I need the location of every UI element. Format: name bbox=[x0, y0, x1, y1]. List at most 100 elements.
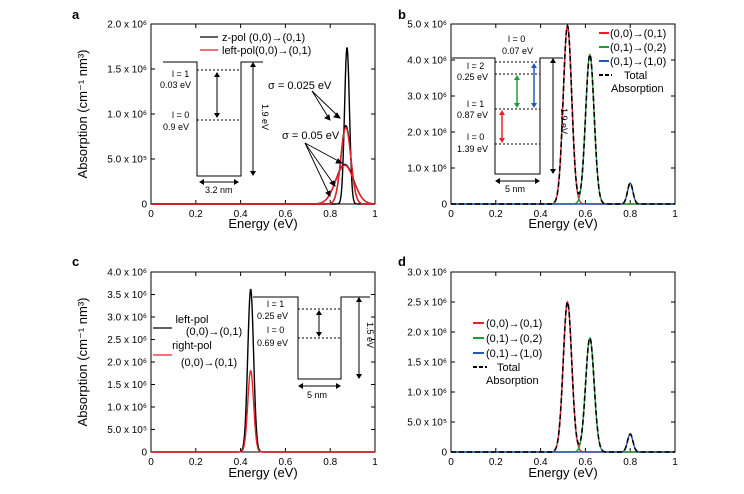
y-tick-label: 3.0 x 10⁶ bbox=[407, 92, 447, 103]
panel-b-axes: 0 0.2 0.4 0.6 0.8 1 0 1.0 x 10⁶ 2.0 x 10⁶ 3.0 x 1… bbox=[407, 20, 678, 221]
panel-c-xlabel: Energy (eV) bbox=[228, 465, 297, 480]
inset-a-level-0: l = 0 bbox=[172, 110, 189, 120]
x-tick-label: 0.4 bbox=[234, 457, 248, 468]
panel-c-curves bbox=[151, 288, 375, 453]
y-tick-label: 3.5 x 10⁶ bbox=[107, 290, 147, 301]
legend-label-c-2a: right-pol bbox=[172, 340, 212, 352]
x-tick-label: 0.6 bbox=[278, 209, 292, 220]
inset-a: l = 1 0.03 eV l = 0 0.9 eV 1.9 eV 3.2 nm bbox=[160, 61, 270, 195]
x-tick-label: 0.4 bbox=[534, 457, 548, 468]
series-line-total bbox=[451, 300, 675, 453]
panel-a-label: a bbox=[72, 7, 80, 22]
panel-d-label: d bbox=[398, 254, 406, 269]
inset-b-width: 5 nm bbox=[505, 184, 525, 194]
x-tick-label: 0.8 bbox=[623, 209, 637, 220]
legend-label-zpol: z-pol (0,0)→(0,1) bbox=[222, 32, 305, 44]
legend-label-leftpol: left-pol(0,0)→(0,1) bbox=[222, 45, 311, 57]
series-line-5 bbox=[151, 164, 376, 205]
inset-a-level-1: l = 1 bbox=[172, 69, 189, 79]
annotation-arrows-a bbox=[304, 90, 344, 197]
panel-a-ylabel: Absorption (cm⁻¹ nm³) bbox=[75, 50, 90, 179]
x-tick-label: 1 bbox=[372, 209, 378, 220]
inset-c-energy-0: 0.69 eV bbox=[257, 338, 288, 348]
legend-label-c-2b: (0,0)→(0,1) bbox=[181, 357, 237, 369]
legend-label-c-1a: left-pol bbox=[175, 314, 208, 326]
panel-b-xlabel: Energy (eV) bbox=[528, 216, 597, 231]
panel-a-axes: 0 0.2 0.4 0.6 0.8 1 0 5.0 x 10⁵ 1.0 x 10⁶ 1.5 x 1… bbox=[107, 20, 378, 221]
inset-c-energy-1: 0.25 eV bbox=[257, 311, 288, 321]
legend-label-b-3: (0,1)→(1,0) bbox=[610, 56, 666, 68]
annotation-sigma-1: σ = 0.025 eV bbox=[268, 80, 332, 92]
y-tick-label: 1.5 x 10⁶ bbox=[107, 380, 147, 391]
inset-b-level-l0-top: l = 0 bbox=[508, 34, 525, 44]
panel-c: c 0 0.2 0.4 0.6 0.8 1 0 5.0 x 10⁵ 1.0 x 10⁶ 1.5 x… bbox=[72, 254, 378, 480]
y-tick-label: 2.0 x 10⁶ bbox=[407, 328, 447, 339]
y-tick-label: 2.5 x 10⁶ bbox=[407, 298, 447, 309]
y-tick-label: 1.0 x 10⁶ bbox=[407, 164, 447, 175]
x-tick-label: 1 bbox=[372, 457, 378, 468]
annotation-sigma-2: σ = 0.05 eV bbox=[282, 130, 340, 142]
inset-c-level-0: l = 0 bbox=[267, 325, 284, 335]
x-tick-label: 0.2 bbox=[489, 209, 503, 220]
panel-d-xlabel: Energy (eV) bbox=[528, 465, 597, 480]
legend-label-c-1b: (0,0)→(0,1) bbox=[186, 326, 242, 338]
inset-b-energy-l1: 0.87 eV bbox=[457, 110, 488, 120]
y-tick-label: 3.0 x 10⁶ bbox=[107, 313, 147, 324]
legend-label-d-1: (0,0)→(0,1) bbox=[486, 318, 542, 330]
inset-b: l = 0 0.07 eV l = 2 0.25 eV l = 1 0.87 e… bbox=[452, 34, 569, 194]
panel-c-ylabel: Absorption (cm⁻¹ nm³) bbox=[75, 298, 90, 427]
legend-label-d-2: (0,1)→(0,2) bbox=[486, 333, 542, 345]
y-tick-label: 1.5 x 10⁶ bbox=[407, 358, 447, 369]
y-tick-label: 4.0 x 10⁶ bbox=[107, 268, 147, 279]
legend-label-b-total-2: Absorption bbox=[611, 83, 664, 95]
y-tick-label: 5.0 x 10⁵ bbox=[407, 418, 447, 429]
y-tick-label: 0 bbox=[141, 200, 147, 211]
y-tick-label: 1.5 x 10⁶ bbox=[107, 65, 147, 76]
x-tick-label: 1 bbox=[672, 457, 678, 468]
x-tick-label: 0 bbox=[448, 457, 454, 468]
panel-b-curves bbox=[451, 23, 675, 205]
legend-label-b-2: (0,1)→(0,2) bbox=[610, 42, 666, 54]
inset-b-energy-l0: 1.39 eV bbox=[457, 144, 488, 154]
panel-a-xlabel: Energy (eV) bbox=[228, 216, 297, 231]
inset-b-height: 1.9 eV bbox=[559, 108, 569, 134]
x-tick-label: 0.8 bbox=[623, 457, 637, 468]
x-tick-label: 0.2 bbox=[489, 457, 503, 468]
y-tick-label: 2.0 x 10⁶ bbox=[107, 20, 147, 31]
y-tick-label: 5.0 x 10⁵ bbox=[107, 155, 147, 166]
inset-c-height: 1.5 eV bbox=[365, 322, 375, 348]
legend-label-d-total-2: Absorption bbox=[486, 375, 539, 387]
y-tick-label: 4.0 x 10⁶ bbox=[407, 56, 447, 67]
inset-c-width: 5 nm bbox=[307, 390, 327, 400]
inset-b-level-l2: l = 2 bbox=[467, 61, 484, 71]
x-tick-label: 0.8 bbox=[323, 209, 337, 220]
y-tick-label: 0 bbox=[441, 200, 447, 211]
panel-a: a 0 0.2 0.4 0.6 0.8 1 0 5.0 x 10⁵ 1.0 x 10⁶ 1.5 x… bbox=[72, 7, 378, 231]
y-tick-label: 5.0 x 10⁶ bbox=[407, 20, 447, 31]
x-tick-label: 0 bbox=[448, 209, 454, 220]
panel-a-curves bbox=[151, 47, 376, 205]
series-line-3 bbox=[451, 182, 675, 205]
x-tick-label: 0 bbox=[148, 457, 154, 468]
legend-label-d-total-1: Total bbox=[497, 362, 520, 374]
x-tick-label: 0.2 bbox=[189, 457, 203, 468]
inset-c: l = 1 0.25 eV l = 0 0.69 eV 1.5 eV 5 nm bbox=[253, 296, 375, 400]
inset-a-energy-1: 0.03 eV bbox=[160, 80, 191, 90]
x-tick-label: 0.6 bbox=[578, 209, 592, 220]
series-line-2 bbox=[151, 370, 375, 453]
series-line-total bbox=[451, 23, 675, 205]
y-tick-label: 0 bbox=[441, 448, 447, 459]
panel-d-curves bbox=[451, 300, 675, 453]
inset-b-level-l1: l = 1 bbox=[467, 99, 484, 109]
inset-a-width: 3.2 nm bbox=[205, 185, 233, 195]
legend-label-b-1: (0,0)→(0,1) bbox=[610, 28, 666, 40]
legend-label-d-3: (0,1)→(1,0) bbox=[486, 348, 542, 360]
inset-b-level-l0: l = 0 bbox=[467, 132, 484, 142]
panel-d: d 0 0.2 0.4 0.6 0.8 1 0 5.0 x 10⁵ 1.0 x 10⁶ 1.5 x… bbox=[398, 254, 678, 480]
x-tick-label: 1 bbox=[672, 209, 678, 220]
x-tick-label: 0 bbox=[148, 209, 154, 220]
y-tick-label: 1.0 x 10⁶ bbox=[107, 110, 147, 121]
panel-b: b 0 0.2 0.4 0.6 0.8 1 0 1.0 x 10⁶ 2.0 x 10⁶ 3.0 x… bbox=[398, 7, 678, 231]
y-tick-label: 1.0 x 10⁶ bbox=[407, 388, 447, 399]
